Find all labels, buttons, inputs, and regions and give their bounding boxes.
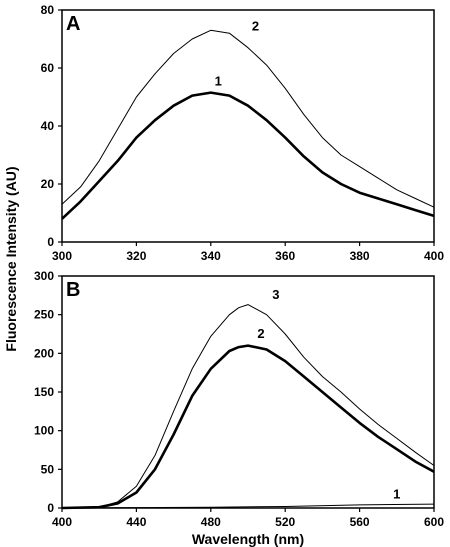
panel-a-x-tick-label: 320: [126, 249, 146, 263]
panel-a-y-tick-label: 0: [47, 235, 54, 249]
panel-b-series-2-label: 2: [257, 326, 264, 341]
panel-b-series-3-line: [61, 304, 435, 509]
panel-b-x-tick-label: 440: [126, 515, 146, 529]
panel-a-x-tick-label: 380: [350, 249, 370, 263]
panel-b-y-tick-label: 150: [34, 385, 54, 399]
panel-b-x-tick-label: 480: [201, 515, 221, 529]
panel-a-y-tick-label: 20: [41, 177, 55, 191]
panel-a-series-2-label: 2: [252, 18, 259, 33]
panel-b-y-tick-label: 300: [34, 269, 54, 283]
panel-a-x-tick-label: 340: [201, 249, 221, 263]
panel-a-letter: A: [66, 13, 80, 35]
panel-b-x-tick-label: 600: [424, 515, 444, 529]
panel-a-series-2-line: [61, 29, 435, 208]
panel-b-x-tick-label: 560: [350, 515, 370, 529]
panel-b-y-tick-label: 50: [41, 462, 55, 476]
panel-a-y-tick-label: 80: [41, 3, 55, 17]
panel-a-plot-frame: [61, 9, 435, 243]
panel-a-x-tick-label: 360: [275, 249, 295, 263]
panel-b-y-tick-label: 250: [34, 308, 54, 322]
panel-b-x-tick-label: 520: [275, 515, 295, 529]
panel-b-y-tick-label: 100: [34, 424, 54, 438]
panel-b-series-3-label: 3: [272, 287, 279, 302]
panel-a-y-tick-label: 60: [41, 61, 55, 75]
panel-b-y-tick-label: 200: [34, 346, 54, 360]
panel-b-x-tick-label: 400: [52, 515, 72, 529]
panel-b-x-axis-title: Wavelength (nm): [192, 531, 304, 547]
y-axis-title: Fluorescence Intensity (AU): [3, 166, 19, 351]
panel-b-y-tick-label: 0: [47, 501, 54, 515]
panel-a-series-1-label: 1: [215, 73, 222, 88]
panel-b-letter: B: [66, 279, 80, 301]
panel-a-y-tick-label: 40: [41, 119, 55, 133]
panel-a-x-tick-label: 300: [52, 249, 72, 263]
panel-b-series-1-line: [61, 503, 435, 509]
panel-a-series-1-line: [61, 91, 435, 220]
panel-a-x-tick-label: 400: [424, 249, 444, 263]
panel-b-series-1-label: 1: [393, 487, 400, 502]
panel-b-series-2-line: [61, 344, 435, 510]
panel-b-plot-frame: [61, 275, 435, 509]
